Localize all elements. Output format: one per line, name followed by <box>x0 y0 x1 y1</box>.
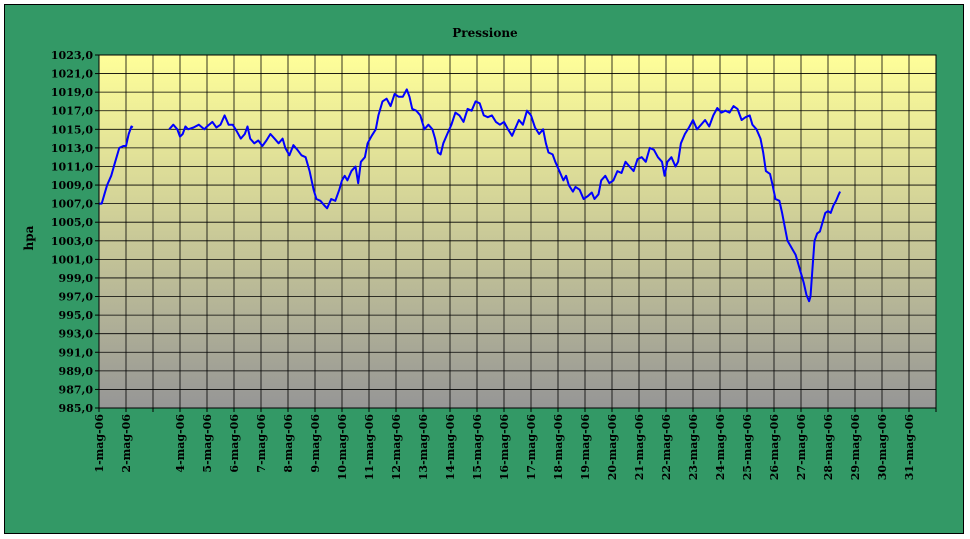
y-tick-label: 1003,0 <box>51 235 93 248</box>
x-tick-label: 12-mag-06 <box>390 414 403 481</box>
y-axis-title: hpa <box>22 225 36 250</box>
y-tick-label: 1021,0 <box>51 68 93 81</box>
y-tick-label: 1011,0 <box>51 160 93 173</box>
y-tick-label: 999,0 <box>59 272 94 285</box>
x-tick-label: 21-mag-06 <box>633 414 646 481</box>
x-tick-label: 4-mag-06 <box>174 414 187 473</box>
series-line <box>168 88 842 303</box>
x-tick-label: 24-mag-06 <box>714 414 727 481</box>
x-tick-label: 15-mag-06 <box>471 414 484 481</box>
series-pressione <box>99 88 842 303</box>
x-tick-label: 22-mag-06 <box>660 414 673 481</box>
y-tick-label: 997,0 <box>59 291 94 304</box>
y-tick-label: 1023,0 <box>51 49 93 62</box>
x-tick-label: 31-mag-06 <box>903 414 916 481</box>
x-tick-label: 14-mag-06 <box>444 414 457 481</box>
y-tick-label: 985,0 <box>59 402 94 415</box>
y-tick-label: 987,0 <box>59 383 94 396</box>
chart-title: Pressione <box>452 26 518 40</box>
y-axis-ticks: 985,0 987,0 989,0 991,0 993,0 995,0 997,0 999,0… <box>51 49 99 415</box>
y-tick-label: 1001,0 <box>51 253 93 266</box>
x-tick-label: 30-mag-06 <box>876 414 889 481</box>
x-tick-label: 20-mag-06 <box>606 414 619 481</box>
y-tick-label: 995,0 <box>59 309 94 322</box>
x-tick-label: 7-mag-06 <box>255 414 268 473</box>
y-tick-label: 1009,0 <box>51 179 93 192</box>
x-tick-label: 11-mag-06 <box>363 414 376 481</box>
grid-lines <box>98 54 937 409</box>
chart-frame: Pressione hpa 985,0 987,0 989,0 991,0 993,0 9… <box>4 4 964 534</box>
x-tick-label: 28-mag-06 <box>822 414 835 481</box>
y-tick-label: 1015,0 <box>51 123 93 136</box>
y-tick-label: 989,0 <box>59 365 94 378</box>
x-tick-label: 25-mag-06 <box>741 414 754 481</box>
x-tick-label: 18-mag-06 <box>552 414 565 481</box>
x-tick-label: 1-mag-06 <box>93 414 106 473</box>
x-tick-label: 26-mag-06 <box>768 414 781 481</box>
y-tick-label: 1007,0 <box>51 198 93 211</box>
y-tick-label: 1005,0 <box>51 216 93 229</box>
x-tick-label: 29-mag-06 <box>849 414 862 481</box>
plot-area <box>99 55 936 408</box>
x-tick-label: 2-mag-06 <box>120 414 133 473</box>
x-tick-label: 27-mag-06 <box>795 414 808 481</box>
x-tick-label: 17-mag-06 <box>525 414 538 481</box>
y-tick-label: 1017,0 <box>51 105 93 118</box>
x-tick-label: 19-mag-06 <box>579 414 592 481</box>
x-tick-label: 13-mag-06 <box>417 414 430 481</box>
x-tick-label: 5-mag-06 <box>201 414 214 473</box>
x-axis-ticks: 1-mag-06 2-mag-06 4-mag-06 5-mag-06 6-mag-06… <box>93 408 937 481</box>
y-tick-label: 1013,0 <box>51 142 93 155</box>
plot-border <box>98 54 937 409</box>
series-line <box>99 125 134 205</box>
y-tick-label: 991,0 <box>59 346 94 359</box>
x-tick-label: 9-mag-06 <box>309 414 322 473</box>
x-tick-label: 8-mag-06 <box>282 414 295 473</box>
x-tick-label: 6-mag-06 <box>228 414 241 473</box>
y-tick-label: 993,0 <box>59 328 94 341</box>
x-tick-label: 16-mag-06 <box>498 414 511 481</box>
y-tick-label: 1019,0 <box>51 86 93 99</box>
x-tick-label: 10-mag-06 <box>336 414 349 481</box>
chart-svg: Pressione hpa 985,0987,0989,0991,0993,09… <box>22 26 937 481</box>
x-tick-label: 23-mag-06 <box>687 414 700 481</box>
